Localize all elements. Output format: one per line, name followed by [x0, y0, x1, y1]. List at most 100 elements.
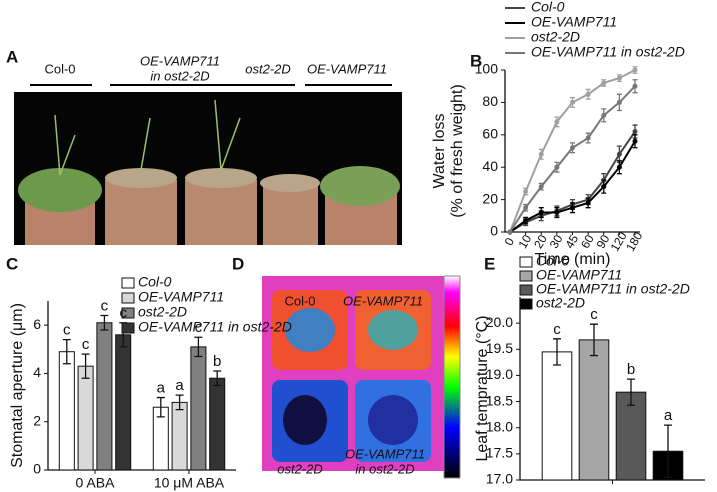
bar — [58, 351, 75, 471]
error-bar — [156, 396, 165, 418]
genotype-label: in ost2-2D — [355, 461, 414, 476]
legend-swatch — [519, 284, 533, 296]
bar — [209, 377, 226, 471]
x-tick-label: 0 — [502, 235, 518, 248]
bar — [615, 391, 647, 481]
significance-letter: c — [119, 305, 127, 322]
error-bar — [62, 338, 71, 365]
y-tick-label: 19.0 — [486, 366, 513, 382]
legend-label: ost2-2D — [531, 29, 580, 45]
genotype-label: in ost2-2D — [150, 68, 209, 83]
error-bar — [554, 207, 560, 219]
legend-label: Col-0 — [531, 0, 565, 15]
y-tick-label: 2 — [33, 412, 41, 428]
error-bar — [616, 74, 622, 82]
legend-label: Col-0 — [138, 274, 172, 290]
legend-label: OE-VAMP711 in ost2-2D — [531, 44, 685, 60]
bar — [115, 334, 132, 471]
genotype-label: Col-0 — [44, 61, 75, 76]
error-bar — [590, 323, 598, 357]
legend-label: OE-VAMP711 — [536, 267, 622, 283]
error-bar — [632, 134, 638, 149]
error-bar — [194, 336, 203, 358]
y-tick-label: 60 — [482, 126, 498, 142]
legend-swatch — [121, 322, 135, 334]
y-tick-label: 20 — [482, 190, 498, 206]
plant-photo — [14, 92, 402, 245]
legend-swatch — [519, 270, 533, 282]
x-tick-label: 180 — [623, 229, 645, 254]
panel-letter: D — [232, 254, 244, 273]
genotype-label: OE-VAMP711 — [140, 53, 220, 68]
legend-swatch — [121, 307, 135, 319]
x-tick-label: 45 — [562, 232, 581, 251]
genotype-label: OE-VAMP711 — [307, 61, 387, 76]
thermal-labels: Col-0 OE-VAMP711 ost2-2D OE-VAMP711 in o… — [277, 293, 425, 476]
y-axis-label: (% of fresh weight) — [449, 84, 466, 217]
y-axis-label: Water loss — [431, 114, 448, 189]
error-bar — [523, 187, 529, 196]
legend-label: OE-VAMP711 in ost2-2D — [138, 319, 292, 335]
legend-label: OE-VAMP711 in ost2-2D — [536, 281, 690, 297]
significance-letter: b — [627, 361, 635, 378]
error-bar — [585, 132, 591, 144]
error-bar — [538, 182, 544, 191]
error-bar — [570, 96, 575, 108]
y-tick-label: 18.5 — [486, 392, 513, 408]
y-tick-label: 17.0 — [486, 471, 513, 487]
significance-letter: c — [195, 319, 203, 336]
panel-letter: C — [6, 254, 18, 273]
y-tick-label: 0 — [490, 223, 498, 239]
error-bar — [538, 148, 544, 160]
line — [509, 140, 636, 233]
error-bar — [601, 108, 607, 123]
y-tick-label: 18.0 — [486, 418, 513, 434]
error-bar — [570, 142, 575, 154]
error-bar — [554, 161, 560, 173]
error-bar — [616, 160, 622, 175]
error-bar — [585, 197, 591, 209]
y-tick-label: 40 — [482, 158, 498, 174]
legend-label: ost2-2D — [536, 295, 585, 311]
x-axis-label: Time (min) — [535, 251, 611, 268]
significance-letter: a — [157, 380, 166, 397]
legend-label: OE-VAMP711 — [138, 289, 224, 305]
significance-letter: c — [553, 321, 561, 338]
x-tick-label: 10 — [516, 232, 535, 251]
x-tick-label: 20 — [531, 232, 550, 251]
error-bar — [554, 116, 560, 128]
error-bar — [601, 179, 607, 194]
error-bar — [538, 207, 544, 219]
genotype-label: OE-VAMP711 — [343, 293, 423, 308]
bar — [541, 351, 573, 481]
significance-letter: a — [664, 407, 673, 424]
legend-label: OE-VAMP711 — [531, 14, 617, 30]
y-tick-label: 100 — [475, 61, 499, 77]
error-bar — [664, 424, 672, 479]
genotype-label: Col-0 — [284, 293, 315, 308]
bar — [578, 339, 610, 481]
significance-letter: c — [590, 306, 598, 323]
error-bar — [523, 203, 529, 212]
bar — [96, 322, 113, 471]
y-axis-label: Leaf temprature (°C) — [474, 315, 491, 461]
legend-swatch — [519, 256, 533, 268]
genotype-label: ost2-2D — [277, 461, 323, 476]
x-tick-label: 0 ABA — [76, 475, 116, 491]
error-bar — [523, 216, 529, 225]
error-bar — [100, 314, 109, 331]
y-tick-label: 6 — [33, 316, 41, 332]
panel-letter: B — [470, 51, 482, 70]
error-bar — [175, 394, 184, 411]
genotype-label: OE-VAMP711 — [345, 446, 425, 461]
x-tick-label: 60 — [578, 232, 597, 251]
legend-label: ost2-2D — [138, 304, 187, 320]
genotype-label: ost2-2D — [245, 61, 291, 76]
thermal-image — [262, 275, 461, 479]
error-bar — [585, 88, 591, 100]
panel-letter: A — [6, 47, 18, 66]
significance-letter: b — [213, 353, 221, 370]
y-tick-label: 4 — [33, 364, 41, 380]
legend-label: Col-0 — [536, 253, 570, 269]
y-tick-label: 20.0 — [486, 314, 513, 330]
